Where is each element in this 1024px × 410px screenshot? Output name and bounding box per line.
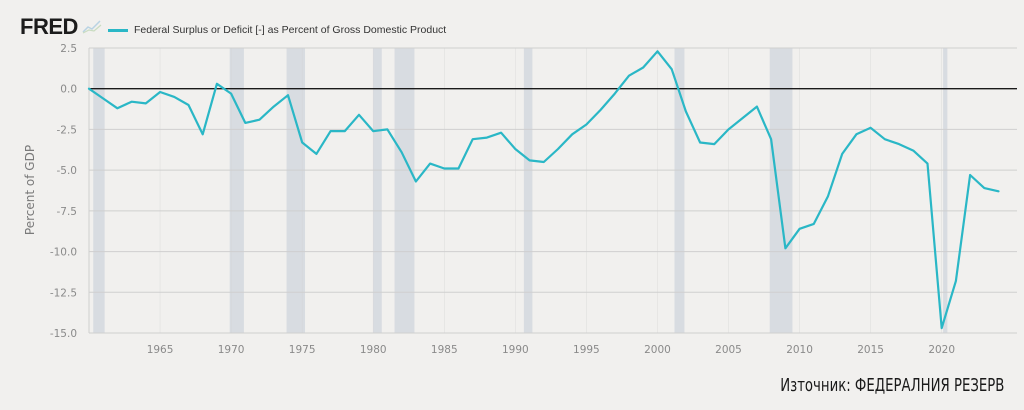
legend-label: Federal Surplus or Deficit [-] as Percen… (134, 24, 447, 36)
recession-band (523, 48, 533, 333)
x-tick-label: 1970 (218, 344, 245, 356)
recession-band (394, 48, 415, 333)
chart-legend: Federal Surplus or Deficit [-] as Percen… (108, 22, 446, 38)
x-tick-label: 1990 (502, 344, 529, 356)
recession-band (943, 48, 948, 333)
recession-band (93, 48, 105, 333)
y-axis-ticks: 2.5 0.0 -2.5 -5.0 -7.5 -10.0 -12.5 -15.0 (50, 43, 77, 340)
x-tick-label: 2000 (644, 344, 671, 356)
recession-band (674, 48, 685, 333)
y-tick-label: -2.5 (57, 124, 78, 136)
recession-band (769, 48, 793, 333)
y-tick-label: -10.0 (50, 247, 77, 259)
x-tick-label: 1965 (147, 344, 174, 356)
series-layer (87, 50, 1000, 330)
recession-bands (93, 48, 948, 333)
y-tick-label: -5.0 (57, 165, 78, 177)
x-tick-label: 2010 (786, 344, 813, 356)
x-tick-label: 2015 (857, 344, 884, 356)
legend-swatch (108, 28, 128, 32)
x-tick-label: 2005 (715, 344, 742, 356)
series-line (87, 50, 1000, 330)
recession-band (373, 48, 382, 333)
x-tick-label: 1985 (431, 344, 458, 356)
x-tick-label: 2020 (928, 344, 955, 356)
y-tick-label: 2.5 (60, 43, 77, 55)
fred-logo: FRED (20, 14, 78, 39)
x-tick-label: 1995 (573, 344, 600, 356)
gridlines (88, 47, 1017, 334)
y-tick-label: -15.0 (50, 328, 77, 340)
y-tick-label: 0.0 (60, 84, 77, 96)
recession-band (229, 48, 244, 333)
y-tick-label: -7.5 (57, 206, 78, 218)
recession-band (286, 48, 306, 333)
source-caption: Източник: ФЕДЕРАЛНИЯ РЕЗЕРВ (779, 375, 1004, 396)
x-tick-label: 1980 (360, 344, 387, 356)
y-tick-label: -12.5 (50, 287, 77, 299)
line-chart-icon (82, 20, 102, 34)
x-axis-ticks: 1965 1970 1975 1980 1985 1990 1995 2000 2005 2010… (147, 344, 955, 356)
x-tick-label: 1975 (289, 344, 316, 356)
